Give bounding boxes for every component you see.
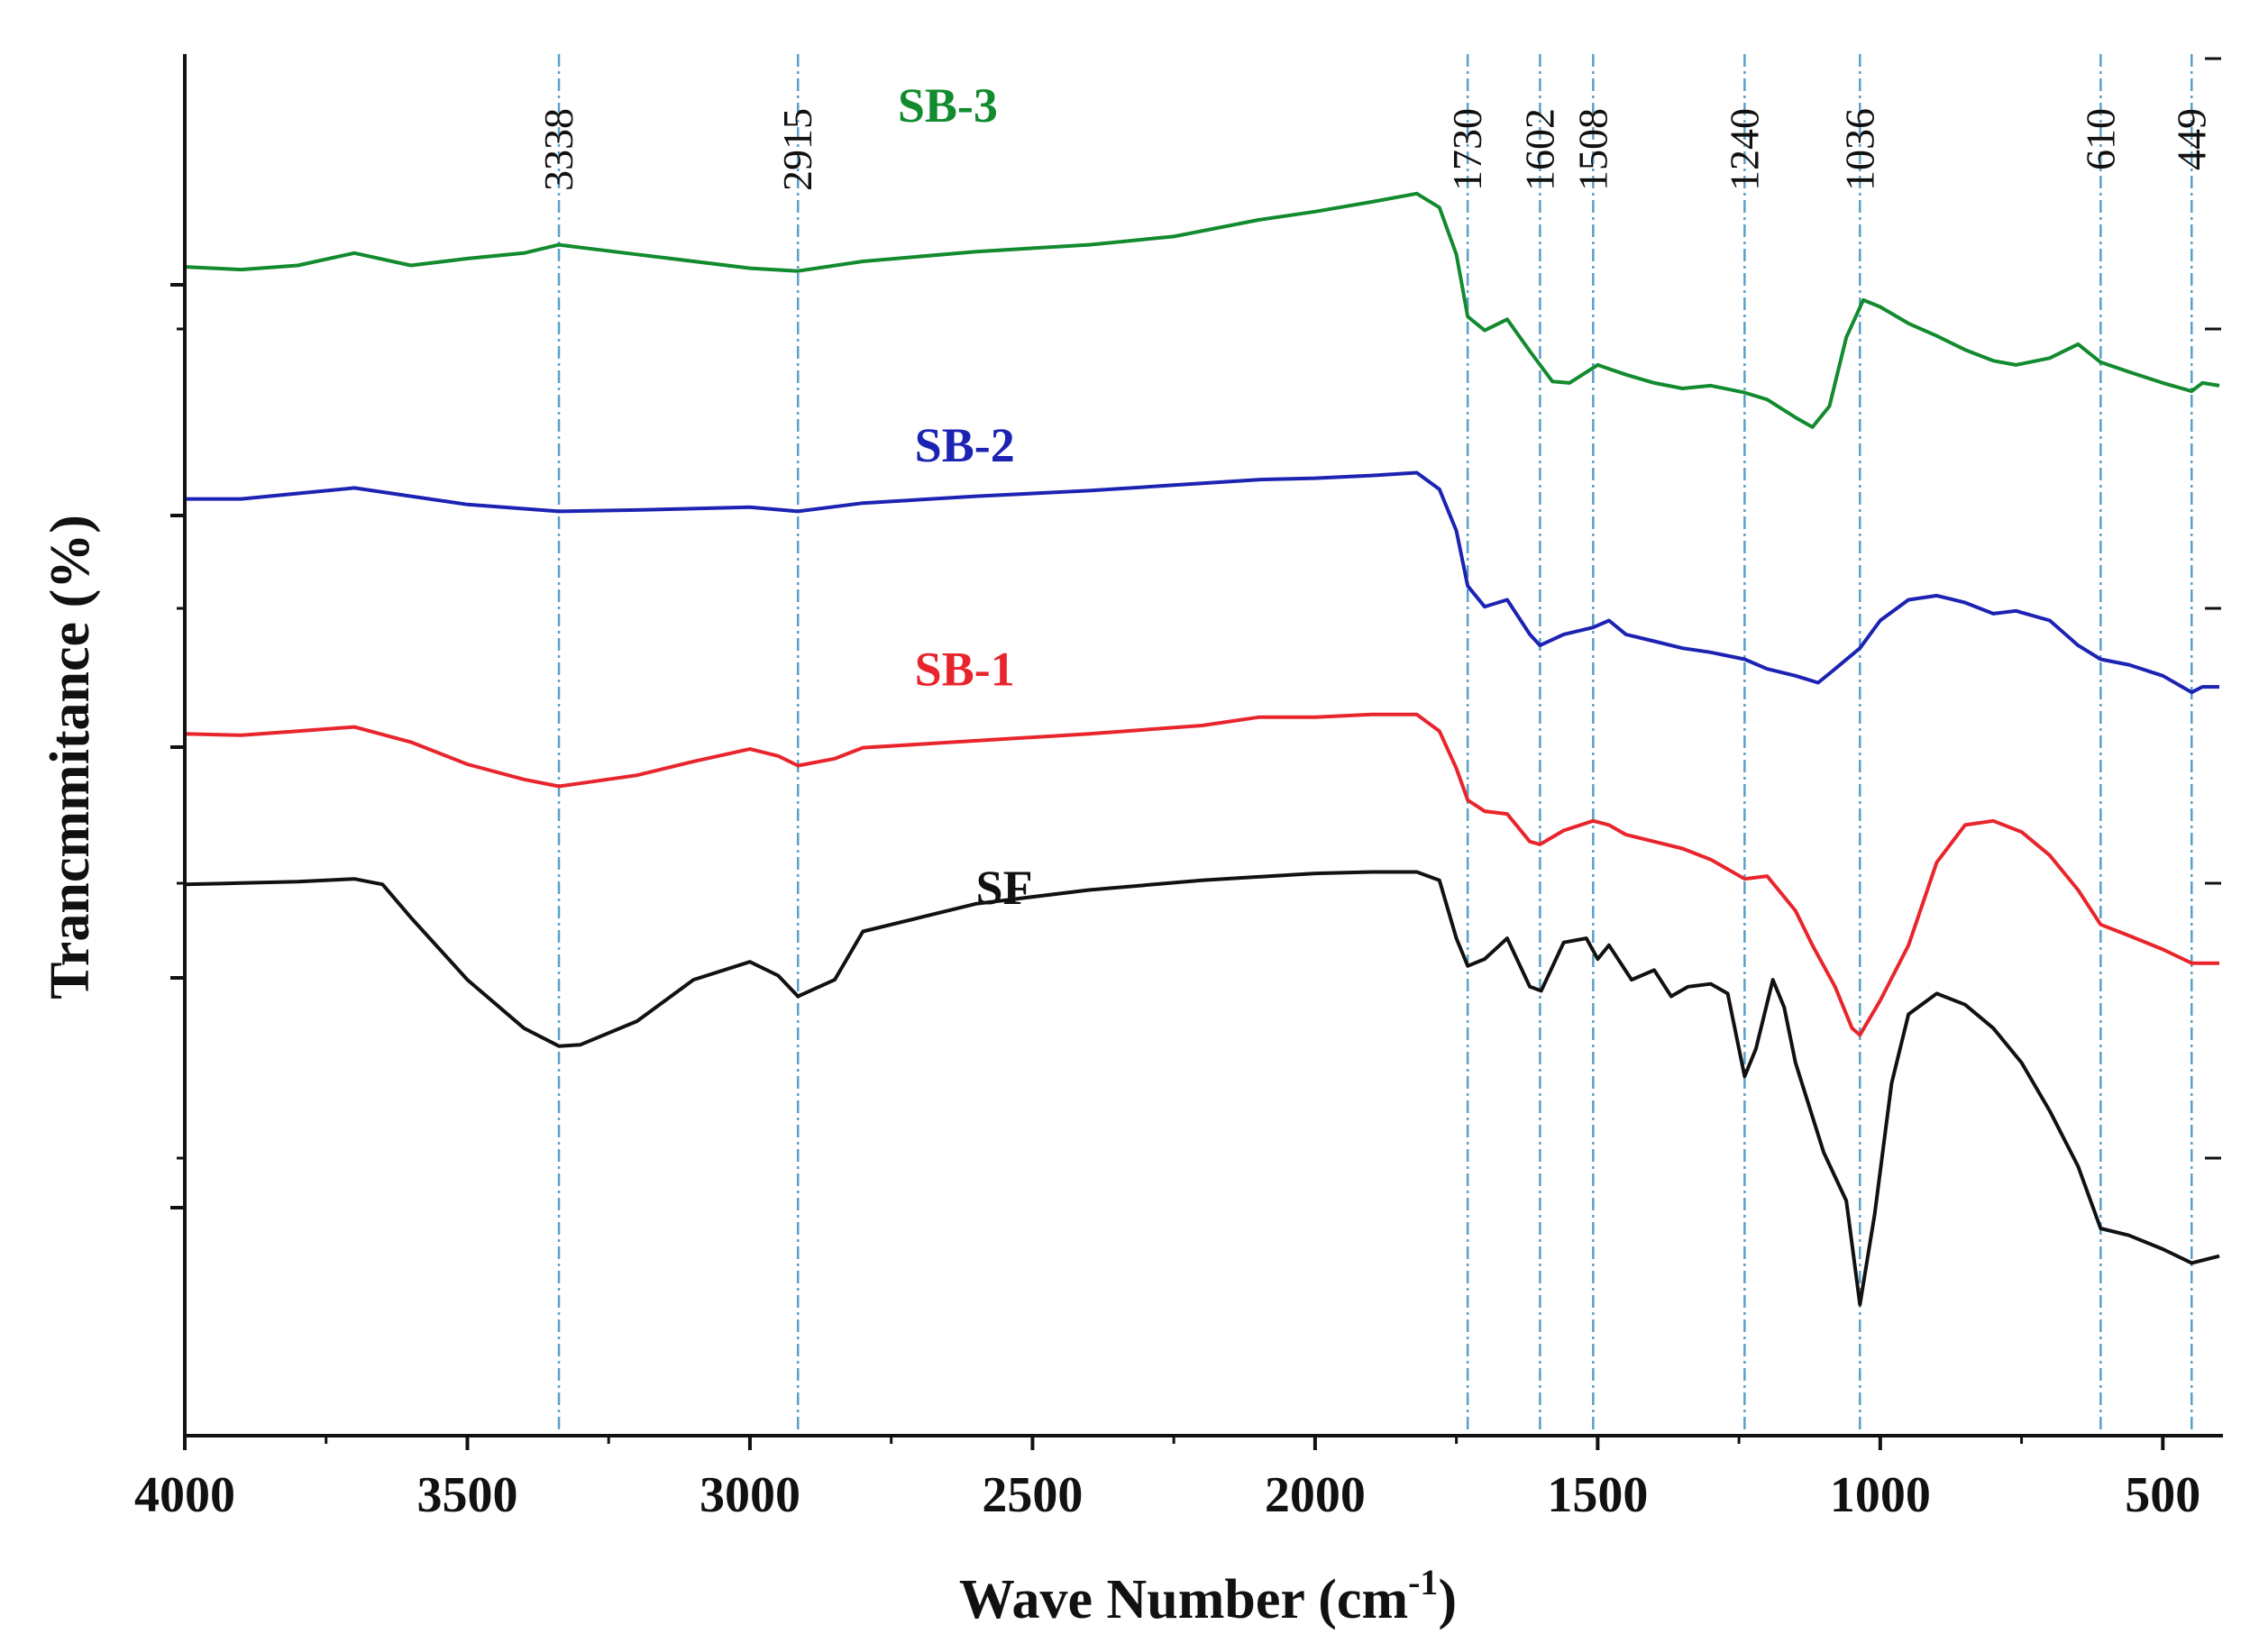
series-labels: SB-3 SB-2 SB-1 SF <box>898 78 1033 915</box>
series-line-sb-2 <box>185 470 2219 695</box>
x-axis-label: Wave Number (cm-1) <box>959 1562 1457 1630</box>
peak-label: 1508 <box>1569 108 1615 191</box>
reference-lines: 3338 2915 1730 1602 1508 1240 1036 610 449 <box>535 54 2214 1436</box>
series-line-sb-3 <box>184 191 2220 429</box>
x-tick-label: 1500 <box>1547 1467 1648 1523</box>
axes <box>183 54 2223 1438</box>
series-label-sb-2: SB-2 <box>915 418 1015 472</box>
x-tick-label: 500 <box>2125 1467 2200 1523</box>
x-tick-label: 3000 <box>700 1467 800 1523</box>
x-tick-label: 2500 <box>982 1467 1083 1523</box>
peak-label: 1602 <box>1516 108 1562 191</box>
series-line-sb-1 <box>184 712 2219 1037</box>
peak-label: 1730 <box>1444 108 1490 191</box>
peak-label: 1036 <box>1836 108 1882 191</box>
x-tick-label: 1000 <box>1830 1467 1931 1523</box>
x-tick-label: 3500 <box>416 1467 517 1523</box>
series-line-sf <box>184 870 2220 1307</box>
series-label-sb-3: SB-3 <box>898 78 998 132</box>
axis-ticks: 4000 3500 3000 2500 2000 1500 1000 500 <box>134 57 2221 1523</box>
series-lines <box>184 191 2220 1307</box>
series-label-sf: SF <box>976 861 1033 915</box>
peak-label: 610 <box>2077 108 2123 170</box>
peak-label: 3338 <box>535 108 581 191</box>
peak-label: 2915 <box>774 108 820 191</box>
peak-label: 449 <box>2168 108 2214 170</box>
x-tick-label: 2000 <box>1265 1467 1366 1523</box>
peak-label: 1240 <box>1721 108 1767 191</box>
y-axis-label: Trancmmitance (%) <box>40 515 101 999</box>
x-tick-label: 4000 <box>134 1467 235 1523</box>
series-label-sb-1: SB-1 <box>915 643 1015 697</box>
